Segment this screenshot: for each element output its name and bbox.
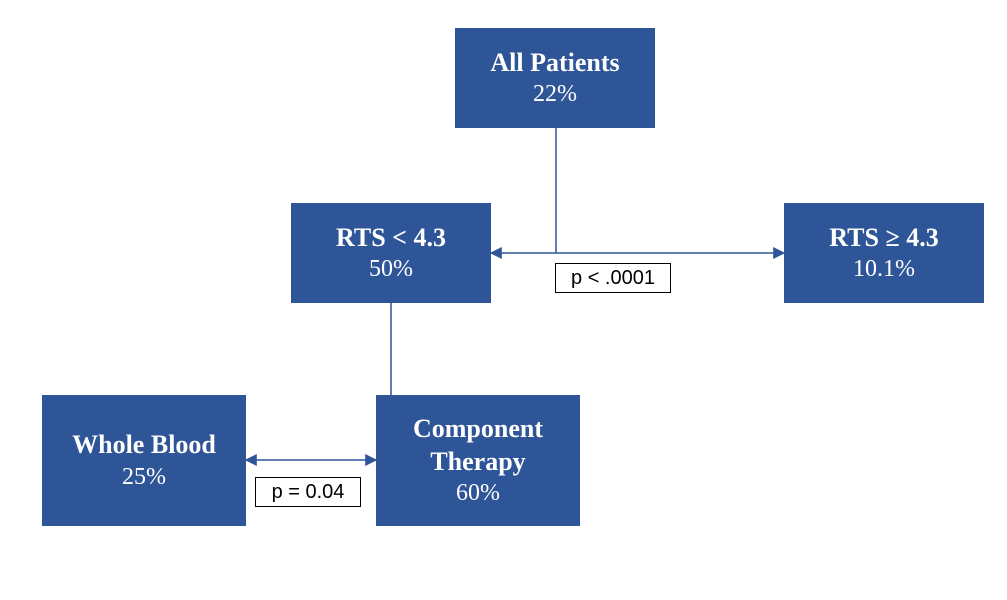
p-value-box-top: p < .0001	[555, 263, 671, 293]
node-title: RTS < 4.3	[336, 222, 446, 255]
p-value-text: p = 0.04	[272, 481, 345, 504]
node-title: Whole Blood	[72, 429, 216, 462]
node-value: 25%	[122, 462, 166, 492]
node-all-patients: All Patients 22%	[455, 28, 655, 128]
p-value-text: p < .0001	[571, 267, 655, 290]
p-value-box-bottom: p = 0.04	[255, 477, 361, 507]
node-value: 60%	[456, 478, 500, 508]
node-rts-less-than: RTS < 4.3 50%	[291, 203, 491, 303]
node-title: RTS ≥ 4.3	[829, 222, 938, 255]
node-whole-blood: Whole Blood 25%	[42, 395, 246, 526]
node-value: 10.1%	[853, 254, 915, 284]
node-rts-greater-equal: RTS ≥ 4.3 10.1%	[784, 203, 984, 303]
node-value: 22%	[533, 79, 577, 109]
node-component-therapy: Component Therapy 60%	[376, 395, 580, 526]
node-title: All Patients	[490, 47, 619, 80]
node-title: Component Therapy	[376, 413, 580, 478]
node-value: 50%	[369, 254, 413, 284]
